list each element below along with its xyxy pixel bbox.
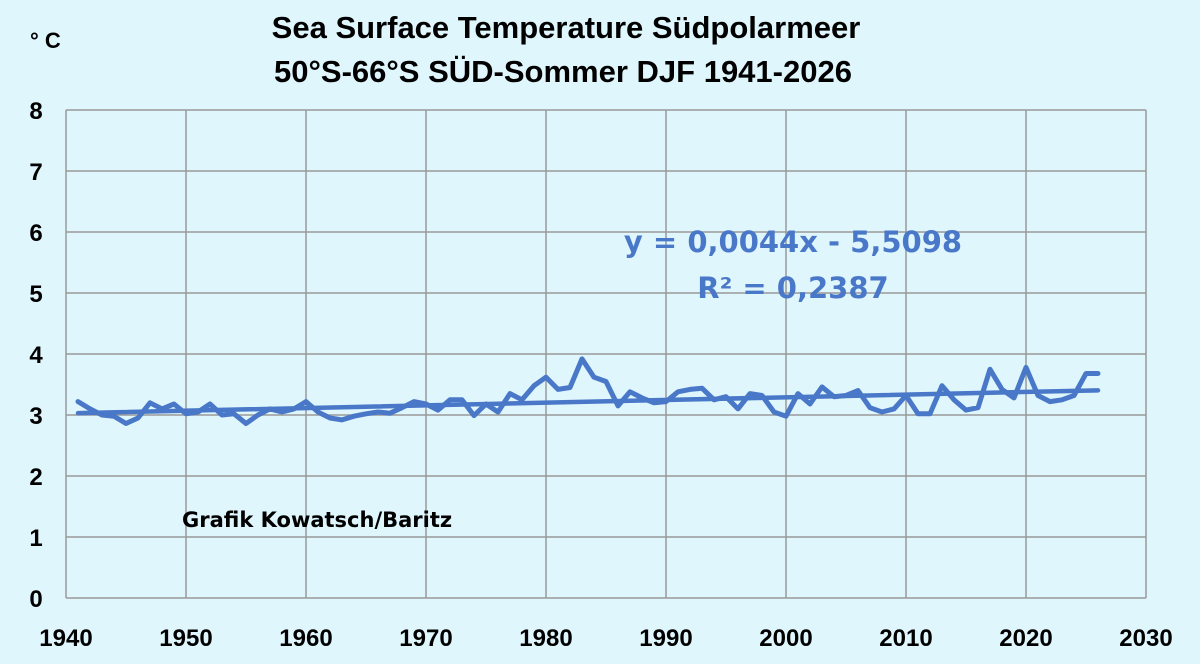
x-tick-label: 1940 bbox=[39, 625, 92, 652]
y-tick-label: 5 bbox=[29, 281, 42, 308]
x-tick-label: 2000 bbox=[759, 625, 812, 652]
y-axis-unit-label: ° C bbox=[30, 28, 61, 53]
chart-title-line-1: Sea Surface Temperature Südpolarmeer bbox=[272, 10, 861, 45]
chart-credit-annotation: Grafik Kowatsch/Baritz bbox=[182, 508, 452, 532]
y-tick-labels: 0 1 2 3 4 5 6 7 8 bbox=[29, 98, 43, 613]
x-tick-label: 1980 bbox=[519, 625, 572, 652]
x-tick-label: 1970 bbox=[399, 625, 452, 652]
y-tick-label: 8 bbox=[29, 98, 42, 125]
chart-title-line-2: 50°S-66°S SÜD-Sommer DJF 1941-2026 bbox=[274, 54, 852, 89]
y-tick-label: 1 bbox=[29, 525, 42, 552]
x-tick-label: 1990 bbox=[639, 625, 692, 652]
series-line bbox=[75, 356, 1101, 426]
x-tick-label: 2020 bbox=[999, 625, 1052, 652]
y-tick-label: 2 bbox=[29, 464, 42, 491]
y-tick-label: 4 bbox=[29, 342, 43, 369]
trend-equation-label: y = 0,0044x - 5,5098 bbox=[624, 225, 962, 259]
x-tick-label: 1960 bbox=[279, 625, 332, 652]
y-tick-label: 0 bbox=[29, 586, 42, 613]
x-tick-labels: 1940 1950 1960 1970 1980 1990 2000 2010 2020 2030 bbox=[39, 625, 1172, 652]
y-tick-label: 3 bbox=[29, 403, 42, 430]
grid-lines bbox=[65, 109, 1147, 599]
x-tick-label: 2010 bbox=[879, 625, 932, 652]
y-tick-label: 6 bbox=[29, 220, 42, 247]
y-tick-label: 7 bbox=[29, 159, 42, 186]
x-tick-label: 1950 bbox=[159, 625, 212, 652]
trend-r2-label: R² = 0,2387 bbox=[697, 271, 888, 305]
x-tick-label: 2030 bbox=[1119, 625, 1172, 652]
trend-line bbox=[75, 388, 1101, 416]
